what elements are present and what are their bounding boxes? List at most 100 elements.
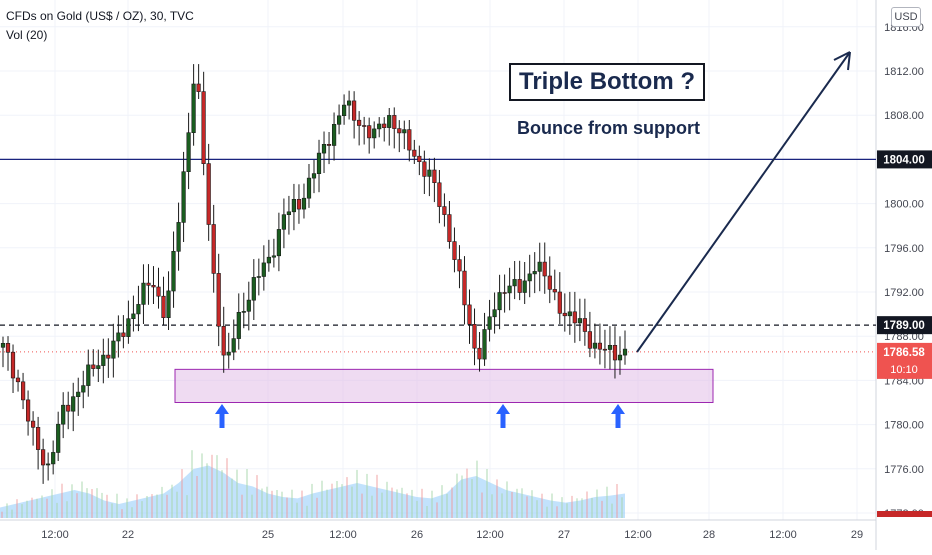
bottom-arrow-icon	[215, 404, 229, 428]
candle-body	[256, 276, 261, 278]
candle-body	[71, 396, 76, 412]
resistance-price-badge-bg	[877, 150, 932, 169]
candle-body	[251, 277, 256, 301]
candle-body	[452, 241, 457, 260]
candle-body	[45, 463, 51, 466]
candle-body	[276, 229, 282, 257]
time-tick-label: 12:00	[476, 529, 504, 541]
candle-body	[166, 290, 171, 318]
support-zone	[174, 368, 714, 404]
candle-body	[336, 115, 342, 125]
symbol-title: CFDs on Gold (US$ / OZ), 30, TVC	[6, 9, 194, 23]
candle-body	[467, 304, 472, 325]
candle-body	[417, 155, 422, 162]
neckline-price-badge-bg	[877, 316, 932, 335]
candle-body	[0, 342, 6, 348]
candle-body	[106, 354, 111, 359]
candle-body	[221, 325, 226, 356]
candle-body	[201, 91, 206, 164]
candle-body	[492, 309, 497, 318]
candle-body	[607, 344, 613, 350]
candle-body	[126, 318, 131, 337]
bottom-arrow-icon	[611, 404, 625, 428]
price-tick-label: 1792.00	[884, 287, 924, 299]
candle-body	[76, 391, 81, 398]
time-tick-label: 12:00	[329, 529, 357, 541]
candle-body	[191, 83, 196, 134]
candle-body	[367, 125, 372, 139]
candle-body	[241, 311, 246, 313]
time-tick-label: 12:00	[41, 529, 69, 541]
candle-body	[25, 399, 31, 422]
candle-body	[392, 115, 397, 129]
candle-body	[482, 329, 487, 360]
candle-body	[156, 286, 161, 297]
candle-body	[181, 171, 186, 223]
candle-body	[291, 199, 297, 213]
candle-body	[346, 100, 352, 106]
candle-body	[261, 262, 266, 277]
price-tick-label: 1808.00	[884, 110, 924, 122]
candle-body	[306, 177, 312, 199]
time-tick-label: 26	[411, 529, 423, 541]
candle-body	[35, 426, 41, 450]
candle-body	[457, 259, 462, 272]
time-tick-label: 12:00	[769, 529, 797, 541]
candle-body	[427, 169, 432, 177]
candle-body	[5, 342, 11, 353]
candle-body	[326, 144, 332, 146]
neckline-price-badge: 1789.00	[883, 320, 925, 332]
candle-body	[40, 449, 46, 466]
pattern-subtitle-annotation: Bounce from support	[517, 118, 700, 138]
candle-body	[617, 354, 623, 361]
bottom-arrow-icon	[496, 404, 510, 428]
time-tick-label: 29	[851, 529, 863, 541]
candle-body	[331, 124, 337, 146]
candle-body	[196, 83, 201, 92]
candle-body	[507, 285, 512, 294]
time-tick-label: 25	[262, 529, 274, 541]
candle-body	[442, 206, 447, 215]
candle-body	[612, 344, 618, 361]
candle-body	[602, 348, 607, 351]
price-tick-label: 1812.00	[884, 66, 924, 78]
candle-body	[382, 123, 387, 129]
candle-body	[562, 312, 567, 317]
candle-body	[146, 282, 151, 286]
candle-body	[341, 104, 347, 116]
candle-body	[296, 199, 302, 210]
candle-body	[472, 323, 477, 349]
projection-arrowhead-icon	[833, 51, 851, 71]
candle-body	[91, 364, 96, 369]
candle-body	[422, 161, 427, 177]
candle-body	[587, 331, 592, 349]
time-tick-label: 27	[558, 529, 570, 541]
candle-body	[20, 381, 26, 401]
resistance-price-badge: 1804.00	[883, 154, 925, 166]
candle-body	[176, 222, 181, 252]
candle-body	[136, 304, 141, 315]
candle-body	[502, 292, 507, 294]
price-tick-label: 1796.00	[884, 243, 924, 255]
candle-body	[532, 271, 537, 275]
candle-body	[397, 128, 402, 134]
time-tick-label: 22	[122, 529, 134, 541]
currency-button[interactable]: USD	[891, 7, 921, 27]
candle-body	[231, 338, 236, 353]
candle-body	[211, 224, 216, 274]
candle-body	[186, 132, 191, 172]
candle-body	[477, 347, 482, 360]
candle-body	[557, 291, 562, 314]
candle-body	[597, 342, 602, 350]
candle-body	[517, 279, 522, 293]
candle-body	[372, 128, 377, 139]
bar-countdown: 10:10	[890, 364, 918, 376]
candle-body	[301, 197, 307, 210]
candle-body	[577, 318, 582, 324]
candle-body	[537, 261, 542, 272]
candle-body	[266, 256, 272, 264]
volume-indicator-label: Vol (20)	[6, 28, 48, 42]
projection-arrow	[636, 51, 851, 353]
